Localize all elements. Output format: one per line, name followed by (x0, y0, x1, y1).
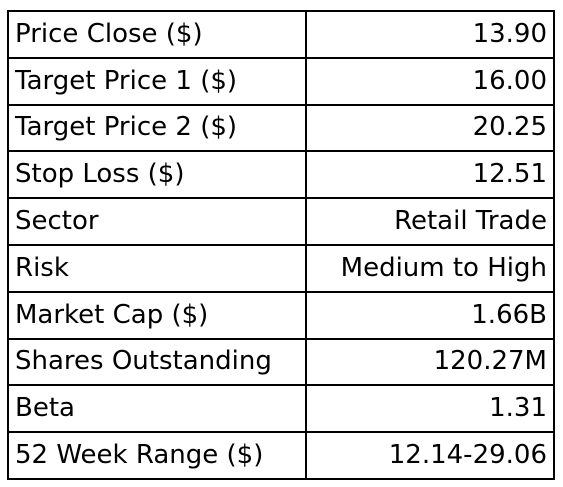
row-label: Price Close ($) (7, 10, 307, 59)
row-label: Beta (7, 384, 307, 434)
row-value: 120.27M (305, 337, 555, 387)
row-label: Shares Outstanding (7, 337, 307, 387)
row-label: Stop Loss ($) (7, 150, 307, 200)
row-label: Target Price 1 ($) (7, 56, 307, 106)
row-label: Target Price 2 ($) (7, 103, 307, 153)
row-value: 1.31 (305, 384, 555, 434)
stock-summary-table: Price Close ($) 13.90 Target Price 1 ($)… (7, 10, 555, 480)
table-row: Sector Retail Trade (7, 197, 555, 246)
row-label: 52 Week Range ($) (7, 431, 307, 480)
table-row: Stop Loss ($) 12.51 (7, 150, 555, 200)
row-label: Risk (7, 243, 307, 293)
table-body: Price Close ($) 13.90 Target Price 1 ($)… (7, 10, 555, 480)
row-value: 20.25 (305, 103, 555, 153)
table-row: Beta 1.31 (7, 384, 555, 434)
table-row: Shares Outstanding 120.27M (7, 337, 555, 387)
table-row: Market Cap ($) 1.66B (7, 290, 555, 340)
row-value: 16.00 (305, 56, 555, 106)
row-value: Retail Trade (305, 197, 555, 246)
row-value: 13.90 (305, 10, 555, 59)
row-label: Market Cap ($) (7, 290, 307, 340)
row-value: 12.51 (305, 150, 555, 200)
row-value: 1.66B (305, 290, 555, 340)
table-row: 52 Week Range ($) 12.14-29.06 (7, 431, 555, 480)
table-row: Target Price 2 ($) 20.25 (7, 103, 555, 153)
table-row: Price Close ($) 13.90 (7, 10, 555, 59)
row-value: 12.14-29.06 (305, 431, 555, 480)
table-row: Target Price 1 ($) 16.00 (7, 56, 555, 106)
row-value: Medium to High (305, 243, 555, 293)
table-row: Risk Medium to High (7, 243, 555, 293)
row-label: Sector (7, 197, 307, 246)
